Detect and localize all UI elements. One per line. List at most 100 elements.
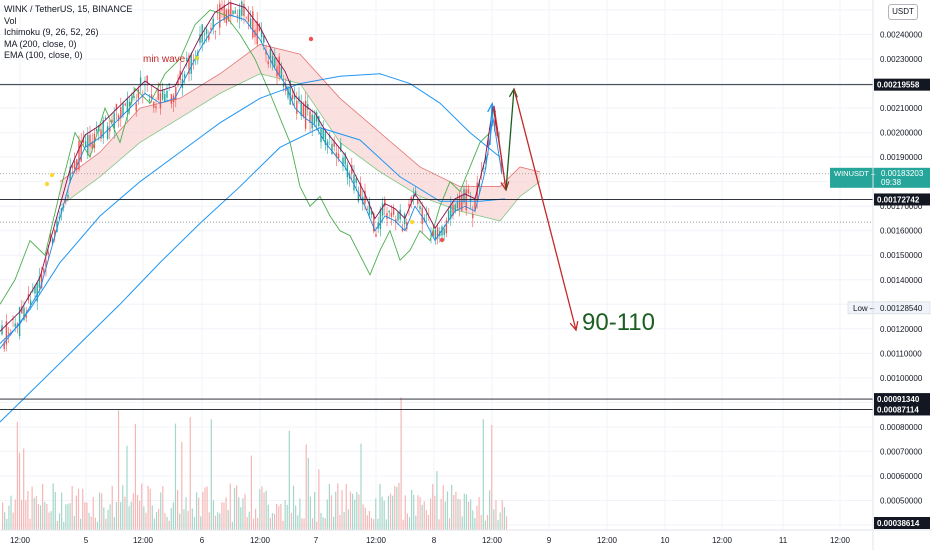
volume-bar bbox=[33, 497, 35, 530]
volume-bar bbox=[307, 457, 309, 530]
candle-body bbox=[401, 228, 404, 231]
candle-body bbox=[318, 115, 320, 127]
volume-bar bbox=[20, 499, 23, 530]
candle-body bbox=[186, 57, 188, 61]
volume-bar bbox=[444, 501, 446, 530]
candle-body bbox=[399, 209, 401, 220]
volume-bar bbox=[240, 507, 242, 530]
volume-bar bbox=[134, 423, 137, 530]
volume-bar bbox=[56, 521, 59, 530]
current-price-badge[interactable] bbox=[830, 167, 930, 188]
volume-bar bbox=[136, 494, 139, 530]
volume-bar bbox=[155, 511, 158, 530]
volume-bar bbox=[486, 514, 489, 530]
volume-bar bbox=[379, 483, 381, 530]
volume-bar bbox=[202, 491, 204, 530]
signal-marker bbox=[409, 219, 415, 225]
candle-body bbox=[434, 229, 437, 240]
symbol-title[interactable]: WINK / TetherUS, 15, BINANCE bbox=[4, 4, 133, 14]
volume-bar bbox=[396, 487, 398, 530]
volume-bar bbox=[191, 508, 193, 530]
time-tick-label: 12:00 bbox=[597, 536, 618, 545]
volume-bar bbox=[82, 488, 84, 530]
volume-bar bbox=[217, 512, 219, 530]
volume-bar bbox=[195, 492, 198, 530]
ma-indicator-label[interactable]: MA (200, close, 0) bbox=[4, 38, 77, 49]
volume-bar bbox=[8, 505, 10, 530]
volume-bar bbox=[501, 500, 503, 530]
candle-body bbox=[390, 212, 393, 217]
candle-body bbox=[153, 101, 155, 108]
volume-bar bbox=[330, 495, 333, 530]
volume-bar bbox=[438, 519, 440, 530]
candle-body bbox=[331, 143, 333, 155]
candle-body bbox=[89, 134, 91, 147]
candle-body bbox=[278, 56, 280, 77]
candle-body bbox=[252, 11, 254, 38]
candle-body bbox=[95, 129, 98, 132]
candle-body bbox=[412, 195, 415, 197]
volume-bar bbox=[299, 498, 301, 530]
volume-bar bbox=[421, 504, 423, 530]
candle-body bbox=[366, 209, 368, 210]
indicator-legend: WINK / TetherUS, 15, BINANCE Vol Ichimok… bbox=[4, 4, 132, 62]
level-price-badge bbox=[874, 393, 930, 406]
volume-bar bbox=[370, 517, 373, 530]
candle-body bbox=[51, 238, 54, 245]
volume-bar bbox=[497, 520, 499, 530]
candle-body bbox=[122, 103, 124, 116]
candle-body bbox=[65, 199, 67, 202]
price-tick-label: 0.00140000 bbox=[880, 276, 923, 285]
candle-body bbox=[78, 140, 80, 170]
price-tick-label: 0.00120000 bbox=[880, 325, 923, 334]
volume-bar bbox=[335, 491, 337, 530]
volume-indicator-label[interactable]: Vol bbox=[4, 15, 17, 26]
candle-body bbox=[18, 307, 21, 337]
currency-button[interactable]: USDT bbox=[888, 4, 918, 20]
candle-body bbox=[474, 199, 476, 210]
candle-body bbox=[309, 111, 311, 123]
volume-bar bbox=[406, 513, 408, 530]
volume-bar bbox=[200, 516, 202, 530]
target-label: 90-110 bbox=[582, 309, 655, 336]
volume-bar bbox=[75, 495, 77, 530]
candle-body bbox=[485, 155, 487, 165]
signal-marker bbox=[44, 181, 50, 187]
volume-bar bbox=[227, 509, 229, 530]
volume-bar bbox=[126, 445, 128, 530]
volume-bar bbox=[147, 485, 149, 530]
volume-bar bbox=[318, 469, 320, 530]
candle-body bbox=[269, 49, 272, 59]
low-price-text: 0.00128540 bbox=[880, 304, 923, 313]
signal-marker bbox=[308, 36, 314, 42]
candle-body bbox=[73, 161, 76, 170]
candle-body bbox=[58, 216, 60, 219]
volume-bar bbox=[417, 495, 419, 530]
volume-bar bbox=[389, 493, 392, 530]
volume-bar bbox=[94, 517, 96, 530]
candle-body bbox=[188, 55, 190, 74]
low-price-badge[interactable] bbox=[847, 301, 931, 315]
volume-bar bbox=[276, 503, 278, 530]
volume-bar bbox=[398, 482, 400, 530]
candle-body bbox=[337, 153, 340, 159]
price-tick-label: 0.00100000 bbox=[880, 374, 923, 383]
volume-bar bbox=[442, 485, 444, 530]
volume-bar bbox=[411, 489, 413, 530]
volume-bar bbox=[284, 500, 286, 530]
candle-body bbox=[456, 201, 459, 208]
ema-indicator-label[interactable]: EMA (100, close, 0) bbox=[4, 50, 83, 60]
volume-bar bbox=[170, 508, 172, 530]
time-tick-label: 12:00 bbox=[250, 536, 271, 545]
signal-marker bbox=[49, 172, 55, 178]
candle-body bbox=[175, 86, 177, 100]
candle-body bbox=[388, 210, 390, 213]
candle-body bbox=[353, 174, 355, 191]
volume-bar bbox=[2, 502, 4, 530]
candle-body bbox=[322, 128, 324, 140]
ichimoku-indicator-label[interactable]: Ichimoku (9, 26, 52, 26) bbox=[4, 27, 99, 37]
volume-bar bbox=[259, 489, 261, 530]
volume-bar bbox=[206, 486, 208, 530]
volume-bar bbox=[223, 502, 225, 530]
